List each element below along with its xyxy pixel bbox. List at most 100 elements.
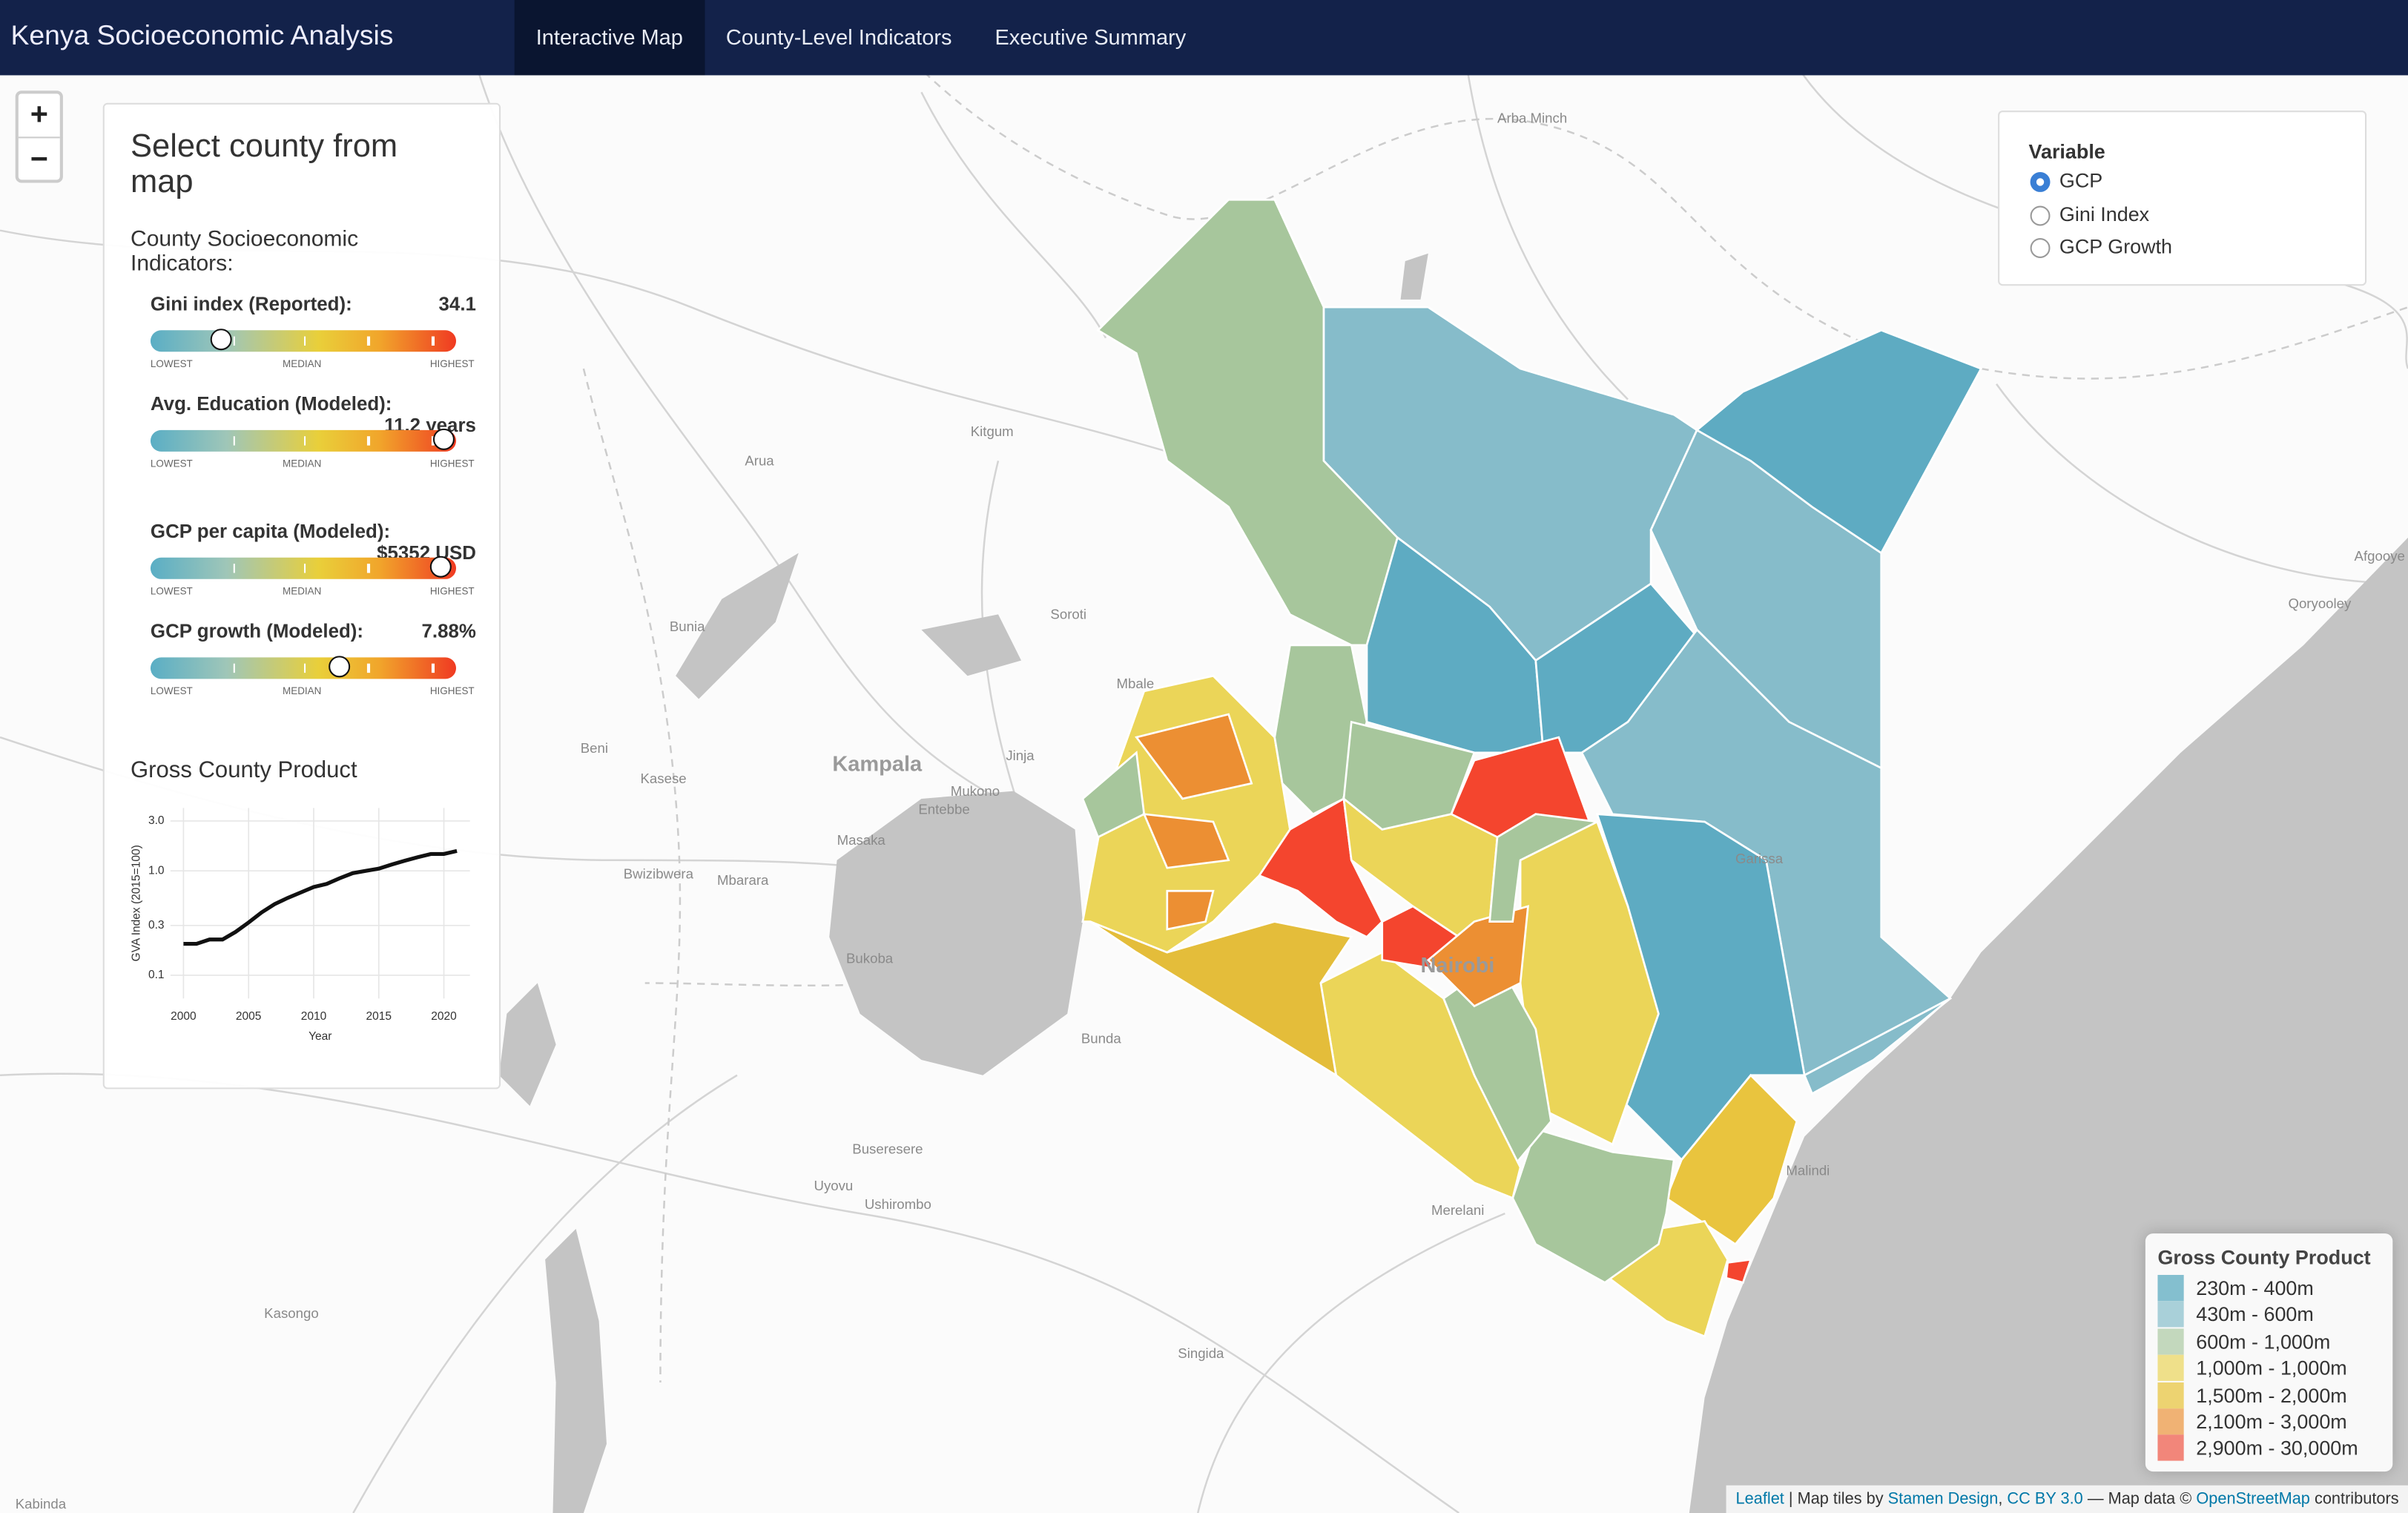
legend-swatch xyxy=(2157,1435,2184,1462)
legend-item: 430m - 600m xyxy=(2157,1302,2314,1328)
panel-subtitle: County Socioeconomic Indicators: xyxy=(131,227,359,277)
county[interactable] xyxy=(1511,1127,1675,1284)
indicator: GCP per capita (Modeled): $5352 USD LOWEST… xyxy=(150,521,476,613)
legend-label: 2,100m - 3,000m xyxy=(2196,1410,2347,1434)
indicator-label: Gini index (Reported): 34.1 xyxy=(151,294,476,315)
county[interactable] xyxy=(1089,920,1353,1078)
link[interactable]: Stamen Design xyxy=(1887,1489,1999,1509)
legend-swatch xyxy=(2157,1408,2184,1435)
place-label: Merelani xyxy=(1431,1202,1484,1218)
bar-tick xyxy=(432,436,435,446)
county[interactable] xyxy=(1166,889,1215,931)
place-label: Garissa xyxy=(1735,851,1784,866)
county[interactable] xyxy=(1135,713,1253,800)
indicator-marker xyxy=(210,329,232,351)
indicator-value: 7.88% xyxy=(421,620,476,642)
county[interactable] xyxy=(1665,1073,1798,1246)
link[interactable]: Leaflet xyxy=(1735,1489,1784,1509)
legend-label: 2,900m - 30,000m xyxy=(2196,1437,2358,1460)
x-tick-label: 2015 xyxy=(366,1010,392,1023)
place-label: Mukono xyxy=(951,783,1000,799)
scale-label: MEDIAN xyxy=(283,587,322,598)
county[interactable] xyxy=(1695,329,1983,555)
scale-label: HIGHEST xyxy=(429,686,475,698)
place-label: Afgooye xyxy=(2355,548,2405,564)
place-label: Entebbe xyxy=(918,802,969,817)
radio-label[interactable]: Gini Index xyxy=(2059,202,2150,225)
radio[interactable] xyxy=(2030,205,2051,225)
scale-label: HIGHEST xyxy=(429,587,475,598)
chart: 0.1 0.3 1.0 3.0 2000 2005 2010 2015 2020 Year GVA … xyxy=(130,808,470,1043)
place-label: Kampala xyxy=(832,753,923,777)
scale-label: LOWEST xyxy=(150,459,193,470)
legend-title: Gross County Product xyxy=(2157,1245,2371,1269)
borders xyxy=(582,0,2408,1382)
zoom-out[interactable]: − xyxy=(30,142,48,177)
road xyxy=(1197,1212,1505,1513)
nav-tab[interactable]: Executive Summary xyxy=(994,24,1187,50)
y-tick-label: 0.1 xyxy=(148,969,165,981)
place-label: Kasese xyxy=(641,771,687,786)
nav-tab[interactable]: Interactive Map xyxy=(514,0,705,76)
place-label: Jinja xyxy=(1006,748,1035,763)
legend-swatch xyxy=(2157,1355,2184,1382)
bar-tick xyxy=(367,436,370,446)
radio-label[interactable]: GCP Growth xyxy=(2059,234,2173,258)
place-label: Arba Minch xyxy=(1497,111,1567,126)
bar-tick xyxy=(432,336,435,346)
link[interactable]: OpenStreetMap xyxy=(2196,1489,2310,1509)
radio-option[interactable]: GCP Growth xyxy=(2030,234,2173,263)
variable-control: Variable GCP Gini Index GCP Growth xyxy=(1998,111,2367,286)
y-axis-title: GVA Index (2015=100) xyxy=(130,845,142,961)
bar-tick xyxy=(233,436,236,446)
legend-label: 1,000m - 1,000m xyxy=(2196,1357,2347,1380)
county[interactable] xyxy=(1426,905,1529,1008)
x-tick-label: 2010 xyxy=(301,1010,327,1023)
radio[interactable] xyxy=(2030,171,2051,192)
place-label: Beni xyxy=(581,740,608,756)
indicator-value: 34.1 xyxy=(438,293,476,315)
radio-label[interactable]: GCP xyxy=(2059,168,2103,192)
county[interactable] xyxy=(1519,820,1660,1146)
scale-label: HIGHEST xyxy=(429,359,475,371)
radio-option[interactable]: Gini Index xyxy=(2030,202,2150,229)
brand[interactable]: Kenya Socioeconomic Analysis xyxy=(10,19,394,51)
legend-label: 1,500m - 2,000m xyxy=(2196,1383,2347,1407)
county[interactable] xyxy=(1803,998,1951,1095)
bar-tick xyxy=(233,663,236,673)
nav-tab[interactable]: County-Level Indicators xyxy=(725,24,952,50)
lake-albert xyxy=(676,553,799,699)
county[interactable] xyxy=(1725,1258,1752,1284)
place-label: Mbale xyxy=(1116,676,1154,691)
radio-option[interactable]: GCP xyxy=(2030,168,2103,197)
place-label: Kitgum xyxy=(971,423,1014,439)
gradient-bar xyxy=(150,557,457,579)
place-label: Qoryooley xyxy=(2288,596,2352,611)
indicator: GCP growth (Modeled): 7.88% LOWEST MEDIAN HI… xyxy=(150,620,476,713)
link[interactable]: CC BY 3.0 xyxy=(2007,1489,2083,1509)
bar-tick xyxy=(233,564,236,573)
radio[interactable] xyxy=(2030,238,2051,258)
county-panel: Select county from map County Socioecono… xyxy=(102,102,501,1090)
y-tick-label: 1.0 xyxy=(148,864,165,877)
county[interactable] xyxy=(1142,813,1230,869)
place-label: Bunia xyxy=(670,619,705,634)
panel-title: Select county from map xyxy=(131,128,398,200)
scale-label: LOWEST xyxy=(150,587,193,598)
place-label: Nairobi xyxy=(1420,954,1494,978)
attribution: Leaflet | Map tiles by Stamen Design, CC… xyxy=(1726,1485,2408,1513)
indicator-name: Avg. Education (Modeled): xyxy=(150,393,392,415)
county[interactable] xyxy=(1319,951,1522,1200)
x-tick-label: 2020 xyxy=(431,1010,457,1023)
bar-tick xyxy=(303,663,306,673)
scale-label: LOWEST xyxy=(150,686,193,698)
county[interactable] xyxy=(1488,813,1601,923)
county[interactable] xyxy=(1322,306,1698,662)
legend-item: 1,000m - 1,000m xyxy=(2157,1355,2347,1382)
place-label: Bunda xyxy=(1081,1030,1121,1046)
scale-label: MEDIAN xyxy=(283,686,322,698)
zoom-in[interactable]: + xyxy=(18,93,60,139)
legend-item: 2,100m - 3,000m xyxy=(2157,1408,2347,1435)
